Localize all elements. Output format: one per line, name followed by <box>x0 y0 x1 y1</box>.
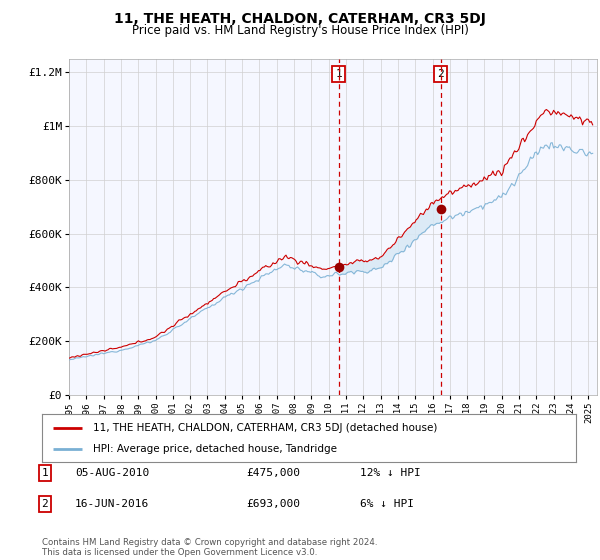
Text: HPI: Average price, detached house, Tandridge: HPI: Average price, detached house, Tand… <box>93 444 337 454</box>
Text: 11, THE HEATH, CHALDON, CATERHAM, CR3 5DJ (detached house): 11, THE HEATH, CHALDON, CATERHAM, CR3 5D… <box>93 423 437 433</box>
Text: 11, THE HEATH, CHALDON, CATERHAM, CR3 5DJ: 11, THE HEATH, CHALDON, CATERHAM, CR3 5D… <box>114 12 486 26</box>
Text: Price paid vs. HM Land Registry's House Price Index (HPI): Price paid vs. HM Land Registry's House … <box>131 24 469 36</box>
Text: 2: 2 <box>41 499 49 509</box>
Text: 12% ↓ HPI: 12% ↓ HPI <box>360 468 421 478</box>
Text: 1: 1 <box>41 468 49 478</box>
Text: 2: 2 <box>437 69 444 79</box>
Text: 05-AUG-2010: 05-AUG-2010 <box>75 468 149 478</box>
Text: 1: 1 <box>335 69 342 79</box>
Text: Contains HM Land Registry data © Crown copyright and database right 2024.
This d: Contains HM Land Registry data © Crown c… <box>42 538 377 557</box>
Text: £693,000: £693,000 <box>246 499 300 509</box>
Text: 16-JUN-2016: 16-JUN-2016 <box>75 499 149 509</box>
Text: 6% ↓ HPI: 6% ↓ HPI <box>360 499 414 509</box>
Text: £475,000: £475,000 <box>246 468 300 478</box>
